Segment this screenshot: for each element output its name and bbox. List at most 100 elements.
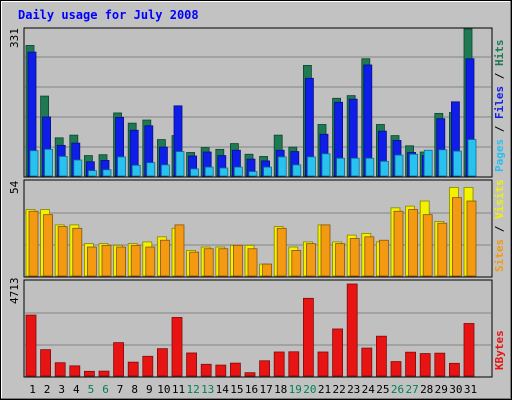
bar-sites-day-21 [320, 224, 331, 277]
bar-kbytes-day-18 [273, 351, 285, 377]
bar-sites-day-6 [101, 244, 112, 277]
bar-pages-day-5 [88, 170, 97, 177]
bar-sites-day-4 [72, 227, 83, 277]
panel-top-bars [25, 28, 477, 177]
bar-pages-day-11 [175, 151, 185, 177]
bar-kbytes-day-11 [171, 317, 183, 377]
bar-sites-day-20 [305, 243, 316, 277]
bar-sites-day-7 [116, 246, 126, 277]
bar-pages-day-3 [58, 156, 68, 177]
x-tick-label-day-24: 24 [362, 383, 376, 396]
x-tick-label-day-26: 26 [391, 383, 404, 396]
bar-sites-day-16 [247, 248, 258, 277]
bar-pages-day-30 [452, 150, 462, 177]
legend-pages: Pages [493, 139, 506, 172]
bar-sites-day-31 [466, 200, 477, 277]
bar-sites-day-26 [393, 210, 404, 277]
bar-kbytes-day-27 [405, 351, 417, 377]
bar-kbytes-day-20 [302, 297, 314, 377]
bar-pages-day-31 [467, 139, 477, 177]
bar-sites-day-19 [291, 250, 302, 277]
bar-sites-day-15 [232, 244, 243, 277]
bar-pages-day-9 [146, 162, 156, 177]
bar-pages-day-14 [219, 167, 229, 177]
x-tick-label-day-4: 4 [73, 383, 80, 396]
x-tick-label-day-17: 17 [259, 383, 272, 396]
bar-sites-day-29 [437, 222, 448, 277]
bar-kbytes-day-17 [259, 360, 271, 377]
bar-kbytes-day-19 [288, 351, 300, 377]
bar-sites-day-30 [451, 197, 462, 277]
bar-kbytes-day-30 [448, 362, 460, 377]
bar-pages-day-12 [190, 168, 200, 177]
bar-pages-day-26 [394, 154, 404, 177]
bar-sites-day-23 [349, 238, 360, 277]
bar-kbytes-day-5 [84, 370, 95, 377]
bar-kbytes-day-31 [463, 323, 475, 377]
bar-kbytes-day-28 [419, 353, 431, 377]
x-tick-label-day-6: 6 [102, 383, 109, 396]
panel-hits-files-pages: 331 Pages / Files / Hits [8, 27, 506, 178]
panel-bot-bars [25, 283, 475, 377]
chart-title: Daily usage for July 2008 [18, 8, 199, 22]
bar-kbytes-day-7 [113, 342, 124, 377]
x-tick-label-day-23: 23 [347, 383, 360, 396]
bar-pages-day-24 [365, 157, 375, 177]
bar-sites-day-18 [276, 227, 287, 277]
x-tick-label-day-12: 12 [186, 383, 199, 396]
bar-pages-day-22 [336, 157, 346, 177]
bar-sites-day-2 [43, 214, 53, 277]
bar-pages-day-25 [379, 160, 389, 177]
bar-kbytes-day-12 [186, 352, 198, 377]
bar-kbytes-day-8 [127, 361, 139, 377]
bar-kbytes-day-25 [375, 335, 387, 377]
bar-kbytes-day-21 [317, 351, 329, 377]
bar-kbytes-day-26 [390, 361, 402, 377]
x-tick-label-day-11: 11 [172, 383, 185, 396]
x-tick-label-day-19: 19 [289, 383, 302, 396]
bar-pages-day-8 [131, 164, 141, 177]
bar-kbytes-day-29 [434, 352, 446, 377]
x-tick-label-day-13: 13 [201, 383, 214, 396]
x-tick-label-day-29: 29 [435, 383, 448, 396]
x-tick-label-day-10: 10 [157, 383, 170, 396]
x-tick-label-day-14: 14 [216, 383, 230, 396]
x-tick-label-day-15: 15 [230, 383, 243, 396]
bar-sites-day-17 [262, 263, 273, 277]
bar-pages-day-1 [29, 150, 39, 177]
bar-pages-day-4 [73, 159, 83, 177]
bar-pages-day-10 [160, 164, 170, 177]
x-tick-label-day-3: 3 [58, 383, 65, 396]
legend-slash-1: / [493, 119, 506, 139]
legend-sites: Sites [493, 239, 506, 272]
bar-kbytes-day-4 [69, 365, 81, 377]
x-tick-label-day-20: 20 [303, 383, 316, 396]
bar-sites-day-9 [145, 246, 156, 277]
x-tick-label-day-28: 28 [420, 383, 433, 396]
bar-sites-day-3 [57, 226, 68, 277]
bar-kbytes-day-10 [156, 348, 168, 377]
bar-pages-day-20 [306, 156, 316, 177]
bar-pages-day-21 [321, 153, 331, 177]
bar-sites-day-22 [335, 243, 346, 277]
x-tick-label-day-9: 9 [146, 383, 153, 396]
x-tick-label-day-18: 18 [274, 383, 287, 396]
bar-kbytes-day-3 [54, 362, 66, 377]
bar-sites-day-10 [159, 239, 170, 277]
x-tick-label-day-22: 22 [332, 383, 345, 396]
bar-sites-day-14 [218, 248, 229, 277]
bar-kbytes-day-14 [215, 364, 227, 377]
bar-sites-day-24 [364, 236, 375, 277]
bar-pages-day-7 [117, 156, 126, 177]
legend-slash-3: / [493, 219, 506, 239]
bar-pages-day-18 [277, 156, 287, 177]
bar-sites-day-28 [422, 214, 433, 277]
bar-kbytes-day-22 [332, 328, 344, 377]
bar-sites-day-5 [87, 246, 97, 277]
bar-kbytes-day-24 [361, 347, 373, 377]
bar-kbytes-day-16 [244, 372, 256, 377]
legend-slash-2: / [493, 66, 506, 86]
x-tick-label-day-27: 27 [405, 383, 418, 396]
legend-mid: Sites / Visits [493, 179, 506, 272]
bar-pages-day-23 [350, 157, 360, 177]
